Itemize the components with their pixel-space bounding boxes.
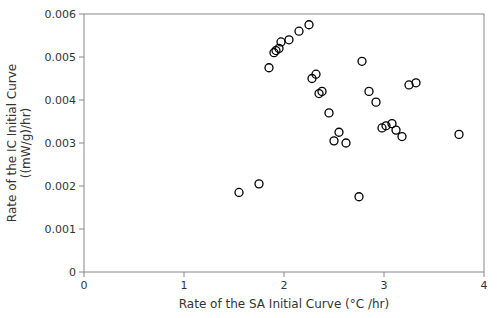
scatter-point: [455, 130, 463, 138]
chart-svg: 0 1 2 3 4 0 0.001 0.002 0.003 0.004 0.005 0.006 Rate…: [0, 0, 500, 318]
y-tick: [79, 229, 84, 230]
y-tick-label: 0.004: [45, 94, 77, 107]
x-tick-label: 4: [481, 279, 488, 292]
scatter-point: [365, 87, 373, 95]
y-tick-label: 0.001: [45, 223, 77, 236]
scatter-point: [265, 64, 273, 72]
scatter-point: [412, 79, 420, 87]
y-tick-label: 0.006: [45, 8, 77, 21]
scatter-point: [330, 137, 338, 145]
x-tick-label: 0: [81, 279, 88, 292]
y-tick: [79, 57, 84, 58]
chart-container: 0 1 2 3 4 0 0.001 0.002 0.003 0.004 0.005 0.006 Rate…: [0, 0, 500, 318]
y-tick-label: 0.003: [45, 137, 77, 150]
x-tick-label: 3: [381, 279, 388, 292]
scatter-point: [285, 36, 293, 44]
x-tick: [184, 272, 185, 277]
scatter-point: [305, 21, 313, 29]
x-tick-label: 1: [181, 279, 188, 292]
y-tick: [79, 14, 84, 15]
x-tick: [384, 272, 385, 277]
scatter-point: [270, 49, 278, 57]
scatter-point: [372, 98, 380, 106]
scatter-point: [295, 27, 303, 35]
y-tick: [79, 143, 84, 144]
plot-frame: [84, 14, 484, 272]
scatter-point: [392, 126, 400, 134]
scatter-point: [277, 38, 285, 46]
y-axis-label: Rate of the IC Initial Curve((mW/g)/hr): [5, 64, 33, 222]
scatter-point: [255, 180, 263, 188]
scatter-point: [335, 128, 343, 136]
x-tick: [284, 272, 285, 277]
points: [235, 21, 463, 201]
scatter-point: [398, 133, 406, 141]
x-tick: [484, 272, 485, 277]
scatter-point: [355, 193, 363, 201]
x-tick-label: 2: [281, 279, 288, 292]
scatter-point: [342, 139, 350, 147]
scatter-point: [318, 87, 326, 95]
y-tick: [79, 272, 84, 273]
y-tick: [79, 100, 84, 101]
scatter-point: [325, 109, 333, 117]
scatter-point: [312, 70, 320, 78]
scatter-point: [235, 188, 243, 196]
scatter-point: [358, 57, 366, 65]
y-tick-label: 0.002: [45, 180, 77, 193]
y-tick: [79, 186, 84, 187]
y-tick-label: 0.005: [45, 51, 77, 64]
x-axis-label: Rate of the SA Initial Curve (°C /hr): [179, 297, 389, 311]
x-tick: [84, 272, 85, 277]
y-tick-label: 0: [69, 266, 76, 279]
